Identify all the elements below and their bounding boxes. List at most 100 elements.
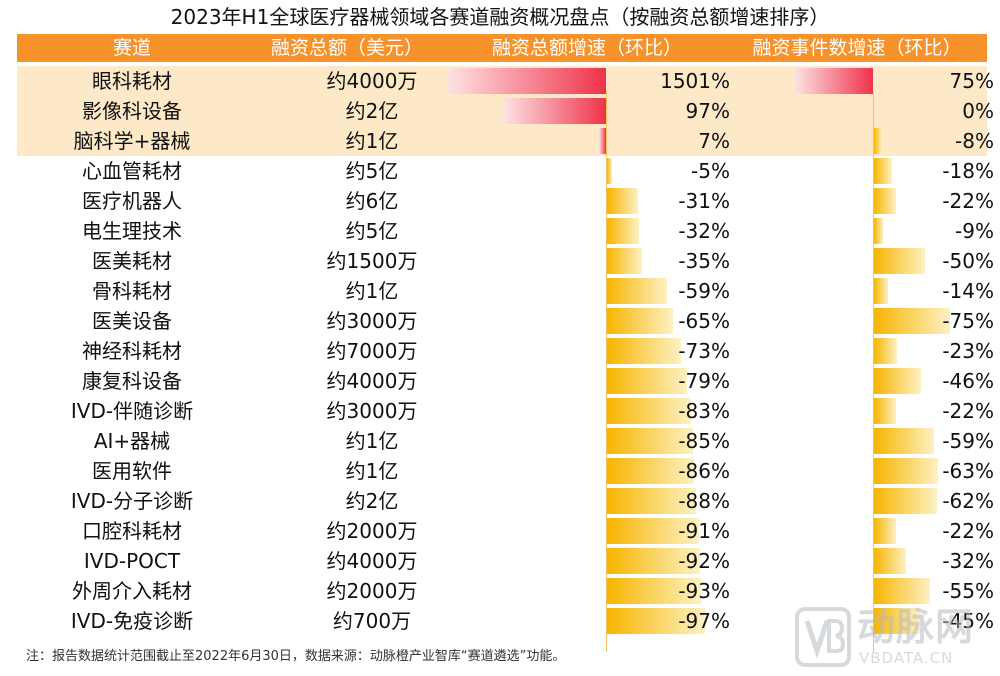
event-growth-bar xyxy=(874,248,925,274)
table-row: 骨科耗材 约1亿 -59% -14% xyxy=(17,276,994,306)
funding-amount: 约5亿 xyxy=(345,159,399,183)
event-growth-value: -46% xyxy=(942,369,994,393)
amount-growth-bar xyxy=(607,338,681,364)
track-name: 医用软件 xyxy=(92,459,172,483)
amount-growth-value: -88% xyxy=(678,489,730,513)
event-growth-bar xyxy=(874,488,937,514)
amount-growth-value: -73% xyxy=(678,339,730,363)
event-growth-bar xyxy=(874,128,883,154)
amount-growth-value: -86% xyxy=(678,459,730,483)
table-row: 医美设备 约3000万 -65% -75% xyxy=(17,306,994,336)
track-name: 康复科设备 xyxy=(82,369,182,393)
funding-amount: 约4000万 xyxy=(326,69,418,93)
event-growth-bar xyxy=(874,278,889,304)
event-growth-value: -50% xyxy=(942,249,994,273)
table-row: IVD-POCT 约4000万 -92% -32% xyxy=(17,546,994,576)
table-header: 赛道 融资总额（美元） 融资总额增速（环比） 融资事件数增速（环比） xyxy=(17,34,987,62)
track-name: 口腔科耗材 xyxy=(82,519,182,543)
amount-growth-bar xyxy=(607,518,699,544)
table-row: IVD-免疫诊断 约700万 -97% -45% xyxy=(17,606,994,636)
funding-amount: 约3000万 xyxy=(326,309,418,333)
table-row: 外周介入耗材 约2000万 -93% -55% xyxy=(17,576,994,606)
funding-amount: 约5亿 xyxy=(345,219,399,243)
amount-growth-value: -5% xyxy=(691,159,730,183)
table-row: 口腔科耗材 约2000万 -91% -22% xyxy=(17,516,994,546)
table-row: 医疗机器人 约6亿 -31% -22% xyxy=(17,186,994,216)
track-name: 医美耗材 xyxy=(92,249,172,273)
amount-growth-value: -97% xyxy=(678,609,730,633)
funding-amount: 约6亿 xyxy=(345,189,399,213)
amount-growth-value: -65% xyxy=(678,309,730,333)
event-growth-bar xyxy=(874,608,920,634)
track-name: 医美设备 xyxy=(92,309,172,333)
vb-logo-icon xyxy=(795,607,851,667)
amount-growth-value: -85% xyxy=(678,429,730,453)
amount-growth-bar xyxy=(607,608,705,634)
event-growth-value: -62% xyxy=(942,489,994,513)
event-growth-bar xyxy=(874,338,898,364)
event-growth-value: -45% xyxy=(942,609,994,633)
funding-amount: 约2000万 xyxy=(326,579,418,603)
amount-growth-bar xyxy=(504,98,606,124)
watermark-en: VBDATA.CN xyxy=(859,649,954,667)
track-name: 影像科设备 xyxy=(82,99,182,123)
table-row: 心血管耗材 约5亿 -5% -18% xyxy=(17,156,994,186)
header-amount: 融资总额（美元） xyxy=(270,37,423,59)
event-growth-value: -22% xyxy=(942,519,994,543)
table-row: 眼科耗材 约4000万 1501% 75% xyxy=(17,66,994,96)
funding-amount: 约4000万 xyxy=(326,549,418,573)
event-growth-value: -9% xyxy=(955,219,994,243)
funding-amount: 约1亿 xyxy=(345,129,399,153)
header-event-growth: 融资事件数增速（环比） xyxy=(752,37,962,59)
table-row: AI+器械 约1亿 -85% -59% xyxy=(17,426,994,456)
event-growth-value: -32% xyxy=(942,549,994,573)
amount-growth-value: -92% xyxy=(678,549,730,573)
amount-growth-value: -79% xyxy=(678,369,730,393)
amount-growth-bar xyxy=(607,248,643,274)
event-growth-value: -63% xyxy=(942,459,994,483)
event-growth-bar xyxy=(874,458,938,484)
table-row: 医用软件 约1亿 -86% -63% xyxy=(17,456,994,486)
event-growth-bar xyxy=(874,578,930,604)
event-growth-bar xyxy=(874,518,897,544)
amount-growth-bar xyxy=(448,68,606,94)
funding-amount: 约1500万 xyxy=(326,249,418,273)
funding-amount: 约2亿 xyxy=(345,489,399,513)
track-name: 骨科耗材 xyxy=(92,279,172,303)
amount-growth-value: 7% xyxy=(698,129,730,153)
amount-growth-value: -59% xyxy=(678,279,730,303)
funding-amount: 约2亿 xyxy=(345,99,399,123)
event-growth-value: -8% xyxy=(955,129,994,153)
event-growth-bar xyxy=(874,548,907,574)
event-growth-bar xyxy=(874,188,897,214)
event-growth-bar xyxy=(874,158,893,184)
amount-growth-bar xyxy=(607,488,696,514)
chart-title: 2023年H1全球医疗器械领域各赛道融资概况盘点（按融资总额增速排序） xyxy=(170,5,830,29)
event-growth-value: -59% xyxy=(942,429,994,453)
amount-growth-axis xyxy=(606,91,607,652)
event-growth-value: -75% xyxy=(942,309,994,333)
table-row: IVD-伴随诊断 约3000万 -83% -22% xyxy=(17,396,994,426)
event-growth-value: -55% xyxy=(942,579,994,603)
event-growth-bar xyxy=(874,368,921,394)
amount-growth-value: -35% xyxy=(678,249,730,273)
track-name: AI+器械 xyxy=(93,429,171,453)
track-name: 医疗机器人 xyxy=(82,189,182,213)
event-growth-value: 75% xyxy=(949,69,994,93)
table-row: 影像科设备 约2亿 97% 0% xyxy=(17,96,994,126)
funding-amount: 约700万 xyxy=(332,609,412,633)
amount-growth-value: -32% xyxy=(678,219,730,243)
track-name: 心血管耗材 xyxy=(82,159,182,183)
funding-amount: 约1亿 xyxy=(345,429,399,453)
amount-growth-value: 97% xyxy=(685,99,730,123)
amount-growth-bar xyxy=(598,128,606,154)
track-name: IVD-POCT xyxy=(83,549,181,573)
table-row: IVD-分子诊断 约2亿 -88% -62% xyxy=(17,486,994,516)
watermark: 动脉网 VBDATA.CN xyxy=(795,605,995,671)
event-growth-bar xyxy=(874,428,934,454)
amount-growth-bar xyxy=(607,218,640,244)
track-name: 电生理技术 xyxy=(82,219,182,243)
track-name: 神经科耗材 xyxy=(82,339,182,363)
watermark-cn: 动脉网 xyxy=(857,605,975,649)
amount-growth-bar xyxy=(607,428,693,454)
